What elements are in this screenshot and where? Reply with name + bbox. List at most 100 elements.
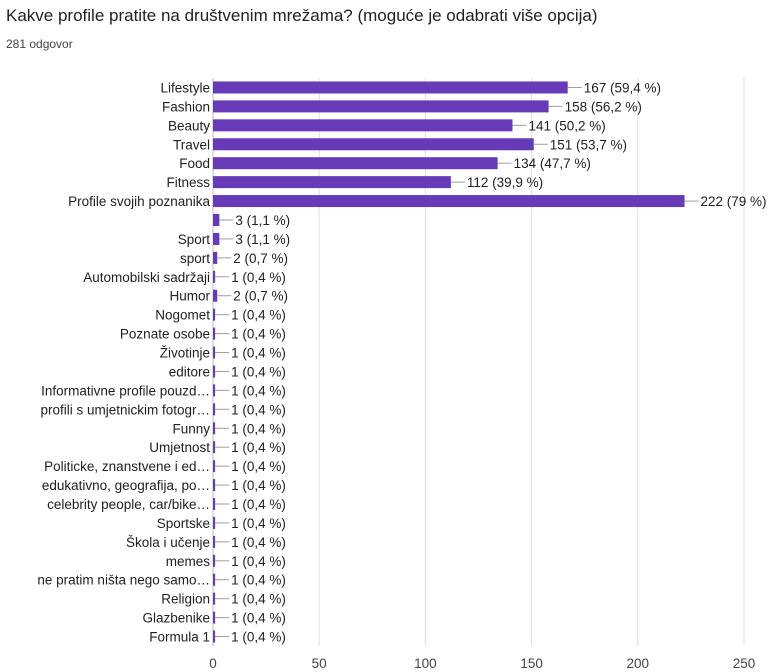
category-label: Glazbenike xyxy=(142,611,210,626)
bar xyxy=(213,100,549,113)
bar xyxy=(213,403,216,416)
data-label: 1 (0,4 %) xyxy=(231,459,286,474)
bar xyxy=(213,138,534,151)
data-label: 1 (0,4 %) xyxy=(231,592,286,607)
category-labels: Lifestyle Fashion Beauty Travel Food Fitness P… xyxy=(37,80,210,644)
category-label: Beauty xyxy=(168,118,210,133)
data-label: 2 (0,7 %) xyxy=(233,251,288,266)
data-label: 1 (0,4 %) xyxy=(231,516,286,531)
data-label: 1 (0,4 %) xyxy=(231,573,286,588)
category-label: Poznate osobe xyxy=(120,327,210,342)
bar xyxy=(213,573,216,586)
bar xyxy=(213,535,216,548)
category-label: memes xyxy=(166,554,211,569)
bar xyxy=(213,516,216,529)
bar xyxy=(213,554,216,567)
bar xyxy=(213,81,568,94)
bar xyxy=(213,460,216,473)
category-label: Sport xyxy=(178,232,211,247)
bar xyxy=(213,251,218,264)
category-label: Food xyxy=(179,156,210,171)
chart-title: Kakve profile pratite na društvenim mrež… xyxy=(6,6,598,25)
data-label: 1 (0,4 %) xyxy=(231,327,286,342)
category-label: Travel xyxy=(173,137,210,152)
data-label: 1 (0,4 %) xyxy=(231,478,286,493)
x-tick-label: 0 xyxy=(209,656,217,671)
data-label: 134 (47,7 %) xyxy=(514,156,591,171)
data-label: 1 (0,4 %) xyxy=(231,402,286,417)
category-label: Sportske xyxy=(157,516,210,531)
grid-lines xyxy=(212,78,745,646)
category-label: editore xyxy=(169,364,210,379)
data-label: 1 (0,4 %) xyxy=(231,611,286,626)
data-label: 167 (59,4 %) xyxy=(584,80,661,95)
category-label: Funny xyxy=(172,421,210,436)
category-label: Humor xyxy=(169,289,210,304)
category-label: profili s umjetnickim fotogr… xyxy=(40,402,210,417)
category-label: Lifestyle xyxy=(160,80,210,95)
data-label: 1 (0,4 %) xyxy=(231,630,286,645)
data-label: 1 (0,4 %) xyxy=(231,346,286,361)
x-tick-label: 250 xyxy=(733,656,756,671)
bar xyxy=(213,441,216,454)
bar xyxy=(213,176,451,189)
bar xyxy=(213,214,220,226)
x-axis-ticks: 0 50 100 150 200 250 xyxy=(209,656,755,671)
bar xyxy=(213,611,216,624)
category-label: edukativno, geografija, po… xyxy=(42,478,210,493)
bar xyxy=(213,157,498,170)
bar xyxy=(213,232,220,245)
category-label: Informativne profile pouzd… xyxy=(41,383,210,398)
data-label: 1 (0,4 %) xyxy=(231,421,286,436)
bar xyxy=(213,289,218,302)
category-label: Škola i učenje xyxy=(126,535,210,550)
data-label: 1 (0,4 %) xyxy=(231,440,286,455)
category-label: Profile svojih poznanika xyxy=(68,194,210,209)
bar xyxy=(213,270,216,283)
category-label: Nogomet xyxy=(155,308,210,323)
x-tick-label: 200 xyxy=(627,656,650,671)
bar xyxy=(213,327,216,340)
bar xyxy=(213,592,216,605)
response-count: 281 odgovor xyxy=(6,37,73,51)
value-labels: 167 (59,4 %) 158 (56,2 %) 141 (50,2 %) 151 … xyxy=(215,80,767,645)
data-label: 3 (1,1 %) xyxy=(235,232,290,247)
data-label: 112 (39,9 %) xyxy=(467,175,543,190)
bar xyxy=(213,308,216,321)
data-label: 2 (0,7 %) xyxy=(233,289,288,304)
category-label: Životinje xyxy=(160,346,210,361)
data-label: 158 (56,2 %) xyxy=(565,99,642,114)
category-label: Fitness xyxy=(166,175,210,190)
data-label: 1 (0,4 %) xyxy=(231,308,286,323)
bar xyxy=(213,479,216,492)
bar xyxy=(213,630,216,643)
x-tick-label: 150 xyxy=(520,656,543,671)
data-label: 222 (79 %) xyxy=(701,194,767,209)
bar xyxy=(213,384,216,397)
bar xyxy=(213,422,216,435)
data-label: 3 (1,1 %) xyxy=(235,213,290,228)
category-label: Automobilski sadržaji xyxy=(83,270,210,285)
data-label: 1 (0,4 %) xyxy=(231,497,286,512)
x-tick-label: 100 xyxy=(414,656,437,671)
data-label: 141 (50,2 %) xyxy=(528,118,605,133)
bars xyxy=(213,81,685,643)
category-label: celebrity people, car/bike… xyxy=(47,497,210,512)
category-label: Formula 1 xyxy=(149,630,210,645)
category-label: ne pratim ništa nego samo… xyxy=(37,573,210,588)
category-label: Religion xyxy=(161,592,210,607)
data-label: 1 (0,4 %) xyxy=(231,383,286,398)
bar xyxy=(213,365,216,378)
category-label: Umjetnost xyxy=(149,440,210,455)
category-label: sport xyxy=(180,251,210,266)
x-tick-label: 50 xyxy=(312,656,327,671)
data-label: 1 (0,4 %) xyxy=(231,554,286,569)
data-label: 151 (53,7 %) xyxy=(550,137,627,152)
bar xyxy=(213,119,513,132)
bar xyxy=(213,346,216,359)
bar xyxy=(213,195,685,208)
category-label: Politicke, znanstvene i ed… xyxy=(44,459,210,474)
data-label: 1 (0,4 %) xyxy=(231,364,286,379)
bar xyxy=(213,498,216,510)
